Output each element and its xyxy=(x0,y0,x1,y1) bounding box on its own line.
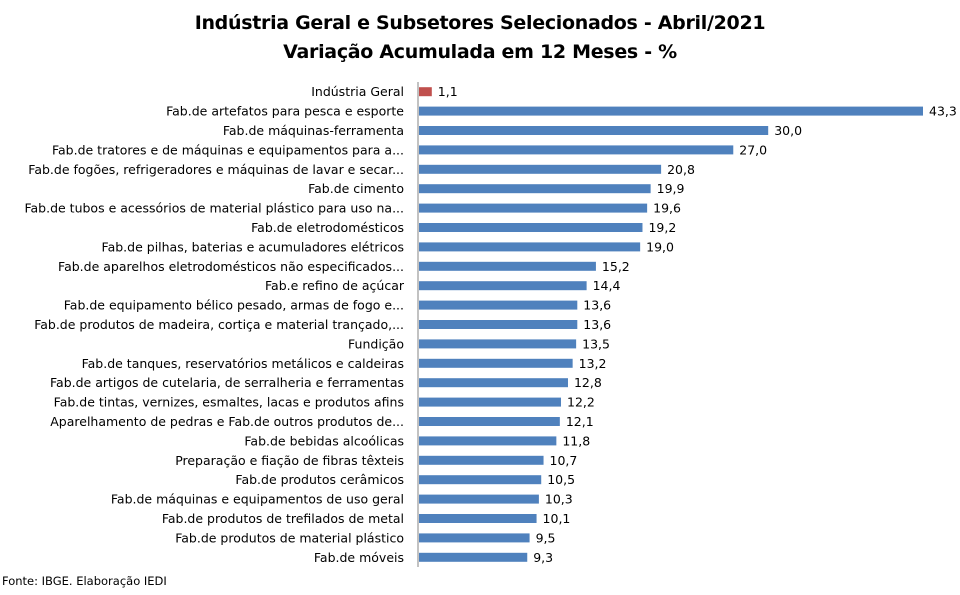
bar xyxy=(419,106,923,116)
category-label: Fab.de produtos de madeira, cortiça e ma… xyxy=(34,317,404,332)
bars xyxy=(419,87,923,562)
category-label: Fab.de artigos de cutelaria, de serralhe… xyxy=(50,375,404,390)
bar xyxy=(419,475,542,485)
category-label: Fab.de tratores e de máquinas e equipame… xyxy=(52,142,404,157)
category-label: Fab.de cimento xyxy=(308,181,404,196)
category-label: Fab.de equipamento bélico pesado, armas … xyxy=(64,298,404,313)
category-label: Preparação e fiação de fibras têxteis xyxy=(175,453,404,468)
bar xyxy=(419,397,562,407)
data-label: 13,5 xyxy=(582,336,610,351)
category-label: Fab.de tubos e acessórios de material pl… xyxy=(24,201,404,216)
data-label: 20,8 xyxy=(667,162,695,177)
data-label: 12,2 xyxy=(567,395,595,410)
data-label: 10,1 xyxy=(543,511,571,526)
data-label: 12,8 xyxy=(574,375,602,390)
category-label: Indústria Geral xyxy=(311,84,404,99)
bar xyxy=(419,261,596,271)
data-label: 19,2 xyxy=(648,220,676,235)
bar xyxy=(419,184,651,194)
bar xyxy=(419,358,573,368)
bar xyxy=(419,455,544,465)
category-label: Fab.de aparelhos eletrodomésticos não es… xyxy=(58,259,404,274)
category-label: Fab.de tintas, vernizes, esmaltes, lacas… xyxy=(54,395,404,410)
bar xyxy=(419,164,662,174)
data-label: 30,0 xyxy=(774,123,802,138)
data-label: 19,6 xyxy=(653,201,681,216)
data-label: 13,6 xyxy=(583,317,611,332)
category-label: Fab.de produtos de trefilados de metal xyxy=(162,511,404,526)
category-labels: Indústria Geral Fab.de artefatos para pes… xyxy=(24,84,404,565)
data-label: 9,5 xyxy=(536,530,556,545)
category-label: Fab.de fogões, refrigeradores e máquinas… xyxy=(28,162,404,177)
data-label: 19,9 xyxy=(657,181,685,196)
bar xyxy=(419,203,648,213)
data-label: 13,2 xyxy=(579,356,607,371)
value-labels: 1,1 43,3 30,0 27,0 20,8 19,9 19,6 19,2 19,0 15,2 1… xyxy=(438,84,957,565)
chart-subtitle: Variação Acumulada em 12 Meses - % xyxy=(283,41,677,63)
chart-title: Indústria Geral e Subsetores Selecionado… xyxy=(194,12,766,34)
category-label: Fab.de pilhas, baterias e acumuladores e… xyxy=(102,239,404,254)
source-note: Fonte: IBGE. Elaboração IEDI xyxy=(2,574,167,588)
category-label: Fab.de artefatos para pesca e esporte xyxy=(166,104,404,119)
bar xyxy=(419,223,643,232)
bar xyxy=(419,242,641,252)
bar xyxy=(419,126,769,135)
bar xyxy=(419,378,568,388)
category-label: Fab.de máquinas e equipamentos de uso ge… xyxy=(111,492,404,507)
bar xyxy=(419,552,528,562)
bar xyxy=(419,533,530,543)
category-label: Aparelhamento de pedras e Fab.de outros … xyxy=(50,414,404,429)
category-label: Fundição xyxy=(348,336,404,351)
bar-highlight xyxy=(419,87,432,97)
category-label: Fab.e refino de açúcar xyxy=(265,278,405,293)
bar xyxy=(419,436,557,446)
bar-chart: Indústria Geral Fab.de artefatos para pes… xyxy=(24,82,957,567)
data-label: 11,8 xyxy=(562,433,590,448)
bar xyxy=(419,514,537,523)
category-label: Fab.de produtos de material plástico xyxy=(175,530,404,545)
data-label: 27,0 xyxy=(739,142,767,157)
bar xyxy=(419,300,578,310)
category-label: Fab.de móveis xyxy=(314,550,404,565)
data-label: 14,4 xyxy=(593,278,621,293)
category-label: Fab.de eletrodomésticos xyxy=(251,220,404,235)
bar xyxy=(419,339,577,349)
data-label: 15,2 xyxy=(602,259,630,274)
bar xyxy=(419,145,734,155)
bar xyxy=(419,494,539,504)
data-label: 13,6 xyxy=(583,298,611,313)
data-label: 1,1 xyxy=(438,84,458,99)
data-label: 12,1 xyxy=(566,414,594,429)
data-label: 9,3 xyxy=(533,550,553,565)
category-label: Fab.de máquinas-ferramenta xyxy=(223,123,404,138)
bar xyxy=(419,417,560,426)
data-label: 10,7 xyxy=(550,453,578,468)
category-label: Fab.de bebidas alcoólicas xyxy=(244,433,404,448)
data-label: 43,3 xyxy=(929,104,957,119)
bar xyxy=(419,281,587,291)
data-label: 10,3 xyxy=(545,492,573,507)
category-label: Fab.de tanques, reservatórios metálicos … xyxy=(82,356,404,371)
data-label: 19,0 xyxy=(646,239,674,254)
data-label: 10,5 xyxy=(547,472,575,487)
bar xyxy=(419,320,578,329)
category-label: Fab.de produtos cerâmicos xyxy=(235,472,404,487)
